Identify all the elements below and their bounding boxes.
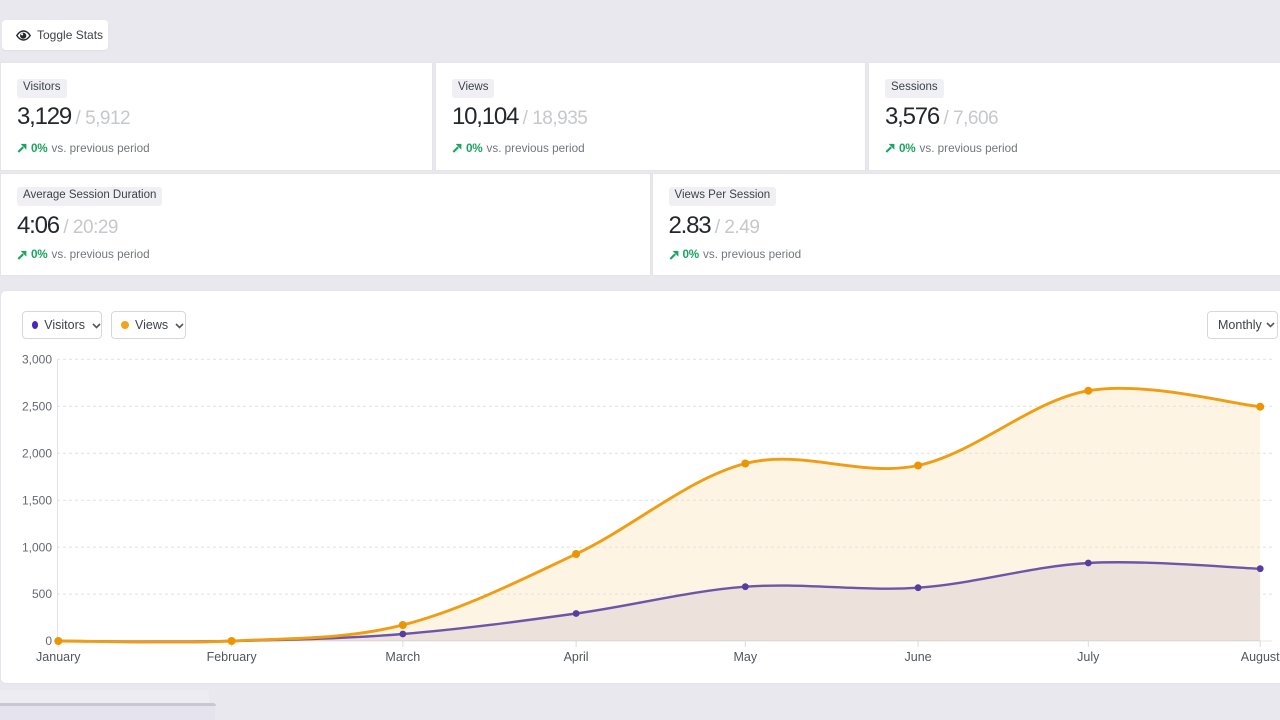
svg-text:0: 0 — [45, 634, 52, 648]
svg-text:August: August — [1241, 650, 1280, 664]
svg-text:July: July — [1077, 650, 1100, 664]
svg-text:1,500: 1,500 — [22, 493, 52, 507]
svg-text:1,000: 1,000 — [22, 540, 52, 554]
svg-text:2,000: 2,000 — [22, 446, 52, 460]
svg-text:3,000: 3,000 — [22, 353, 52, 367]
svg-text:May: May — [733, 650, 757, 664]
svg-text:June: June — [905, 650, 932, 664]
svg-text:2,500: 2,500 — [22, 400, 52, 414]
svg-text:March: March — [385, 650, 420, 664]
svg-text:February: February — [207, 650, 258, 664]
svg-text:April: April — [564, 650, 589, 664]
svg-text:500: 500 — [32, 587, 52, 601]
svg-text:January: January — [36, 650, 81, 664]
